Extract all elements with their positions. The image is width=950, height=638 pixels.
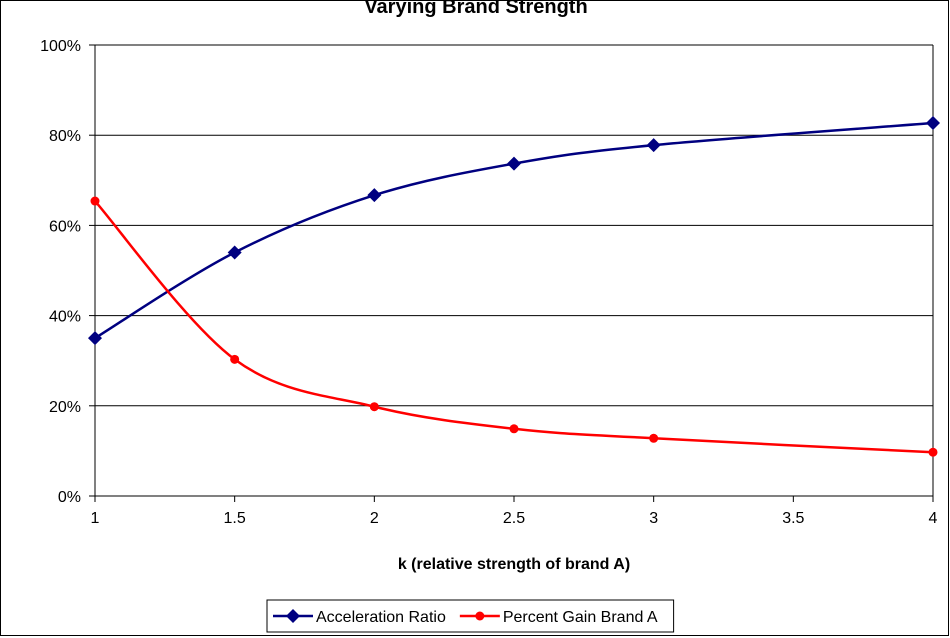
diamond-data-point bbox=[926, 116, 940, 131]
legend-label: Acceleration Ratio bbox=[316, 609, 446, 626]
legend: Acceleration Ratio Percent Gain Brand A bbox=[266, 599, 675, 633]
y-tick-label: 60% bbox=[49, 218, 81, 235]
series-2 bbox=[90, 196, 938, 457]
circle-data-point bbox=[90, 196, 100, 206]
series-1 bbox=[88, 116, 940, 346]
circle-data-point bbox=[928, 447, 938, 457]
y-tick-label: 40% bbox=[49, 309, 81, 326]
x-tick-label: 3.5 bbox=[782, 510, 804, 527]
legend-label: Percent Gain Brand A bbox=[503, 609, 658, 626]
y-tick-label: 20% bbox=[49, 399, 81, 416]
diamond-data-point bbox=[646, 138, 661, 153]
legend-marker-circle bbox=[475, 611, 485, 621]
x-tick-label: 1 bbox=[91, 510, 100, 527]
y-tick-label: 100% bbox=[40, 38, 81, 55]
circle-data-point bbox=[649, 433, 659, 443]
diamond-data-point bbox=[367, 188, 382, 203]
circle-data-point bbox=[369, 402, 379, 412]
diamond-data-point bbox=[507, 156, 521, 171]
circle-data-point bbox=[509, 424, 519, 434]
chart-title: Varying Brand Strength bbox=[364, 1, 587, 18]
diamond-data-point bbox=[227, 245, 242, 260]
x-tick-label: 3 bbox=[649, 510, 658, 527]
legend-marker-diamond bbox=[286, 609, 300, 623]
diamond-data-point bbox=[88, 331, 102, 346]
x-tick-label: 1.5 bbox=[224, 510, 246, 527]
x-tick-label: 2.5 bbox=[503, 510, 525, 527]
series-line bbox=[94, 200, 934, 454]
y-tick-label: 0% bbox=[58, 489, 81, 506]
y-tick-label: 80% bbox=[49, 128, 81, 145]
circle-data-point bbox=[230, 354, 240, 364]
x-axis-label: k (relative strength of brand A) bbox=[398, 556, 630, 573]
series-line bbox=[94, 121, 934, 340]
x-tick-label: 4 bbox=[929, 510, 938, 527]
x-tick-label: 2 bbox=[370, 510, 379, 527]
